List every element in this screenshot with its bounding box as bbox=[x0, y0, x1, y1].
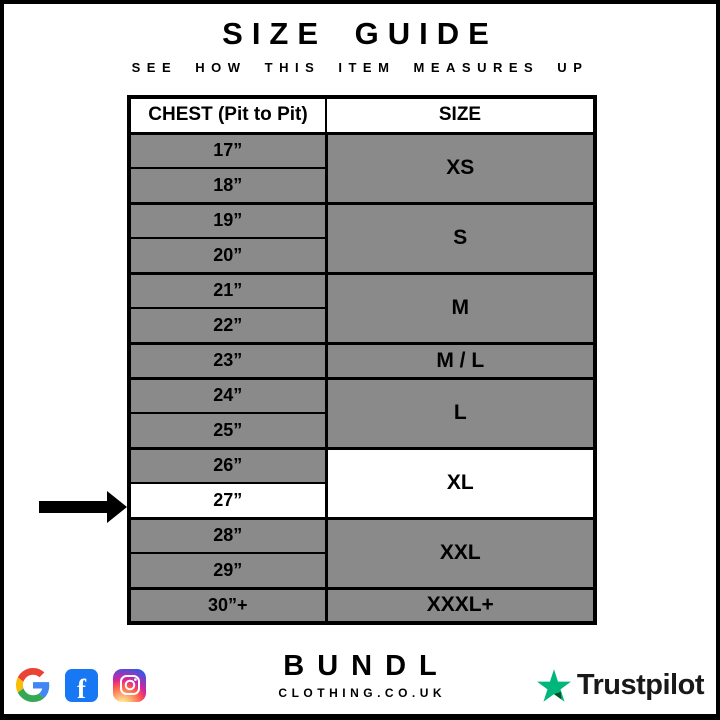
size-guide-table: CHEST (Pit to Pit) SIZE 17” XS 18” 19” S… bbox=[127, 95, 597, 625]
column-header-chest: CHEST (Pit to Pit) bbox=[128, 96, 327, 135]
measurement-cell-29: 29” bbox=[128, 552, 327, 589]
google-icon[interactable] bbox=[16, 668, 50, 702]
table-row: 24” L bbox=[128, 376, 596, 449]
column-header-size: SIZE bbox=[325, 96, 596, 135]
measurement-cell-26: 26” bbox=[128, 446, 327, 484]
arrow-head bbox=[107, 491, 127, 523]
instagram-camera-glyph bbox=[119, 675, 140, 695]
instagram-icon[interactable] bbox=[113, 668, 146, 702]
measurement-cell-28: 28” bbox=[128, 516, 327, 554]
arrow-shaft bbox=[39, 501, 109, 513]
measurement-cell-24: 24” bbox=[128, 376, 327, 414]
brand-logo: BUNDL CLOTHING.CO.UK bbox=[4, 650, 716, 700]
highlight-arrow-icon bbox=[39, 491, 127, 523]
measurement-cell-27-highlighted: 27” bbox=[128, 482, 327, 519]
page-title: SIZE GUIDE bbox=[222, 16, 498, 51]
table-row: 29” bbox=[128, 552, 595, 589]
table-row: 18” bbox=[128, 167, 595, 204]
size-guide-table-container: CHEST (Pit to Pit) SIZE 17” XS 18” 19” S… bbox=[127, 95, 597, 625]
size-cell-xl-highlighted: XL bbox=[324, 446, 596, 519]
size-cell-xs: XS bbox=[324, 131, 596, 204]
measurement-cell-18: 18” bbox=[128, 167, 327, 204]
table-row: 19” S bbox=[128, 201, 596, 274]
measurement-cell-20: 20” bbox=[128, 237, 327, 274]
table-row: 22” bbox=[128, 307, 595, 344]
measurement-cell-22: 22” bbox=[128, 307, 327, 344]
table-row: 21” M bbox=[128, 271, 596, 344]
size-cell-xxxlplus: XXXL+ bbox=[324, 586, 596, 624]
measurement-cell-21: 21” bbox=[128, 271, 327, 309]
facebook-icon[interactable]: f bbox=[65, 668, 98, 702]
size-cell-s: S bbox=[324, 201, 596, 274]
page-subtitle: SEE HOW THIS ITEM MEASURES UP bbox=[131, 60, 589, 75]
table-row: 26” XL bbox=[128, 446, 596, 519]
size-cell-l: L bbox=[324, 376, 596, 449]
table-header-row: CHEST (Pit to Pit) SIZE bbox=[128, 96, 596, 135]
size-cell-m-l: M / L bbox=[324, 341, 596, 379]
size-cell-m: M bbox=[324, 271, 596, 344]
brand-name: BUNDL bbox=[283, 650, 450, 682]
social-icons: f bbox=[16, 668, 146, 702]
trustpilot-logo[interactable]: Trustpilot bbox=[536, 669, 705, 702]
measurement-cell-19: 19” bbox=[128, 201, 327, 239]
table-row: 28” XXL bbox=[128, 516, 596, 589]
measurement-cell-30plus: 30”+ bbox=[128, 586, 327, 624]
trustpilot-wordmark: Trustpilot bbox=[576, 669, 705, 701]
table-row: 23” M / L bbox=[128, 341, 596, 379]
trustpilot-star-icon bbox=[536, 669, 571, 702]
measurement-cell-17: 17” bbox=[128, 131, 327, 169]
table-row: 20” bbox=[128, 237, 595, 274]
table-row: 25” bbox=[128, 412, 595, 449]
size-cell-xxl: XXL bbox=[324, 516, 596, 589]
table-row: 30”+ XXXL+ bbox=[128, 586, 596, 624]
measurement-cell-25: 25” bbox=[128, 412, 327, 449]
table-row-highlighted: 27” bbox=[128, 482, 595, 519]
measurement-cell-23: 23” bbox=[128, 341, 327, 379]
brand-domain: CLOTHING.CO.UK bbox=[278, 686, 447, 700]
table-row: 17” XS bbox=[128, 131, 596, 204]
